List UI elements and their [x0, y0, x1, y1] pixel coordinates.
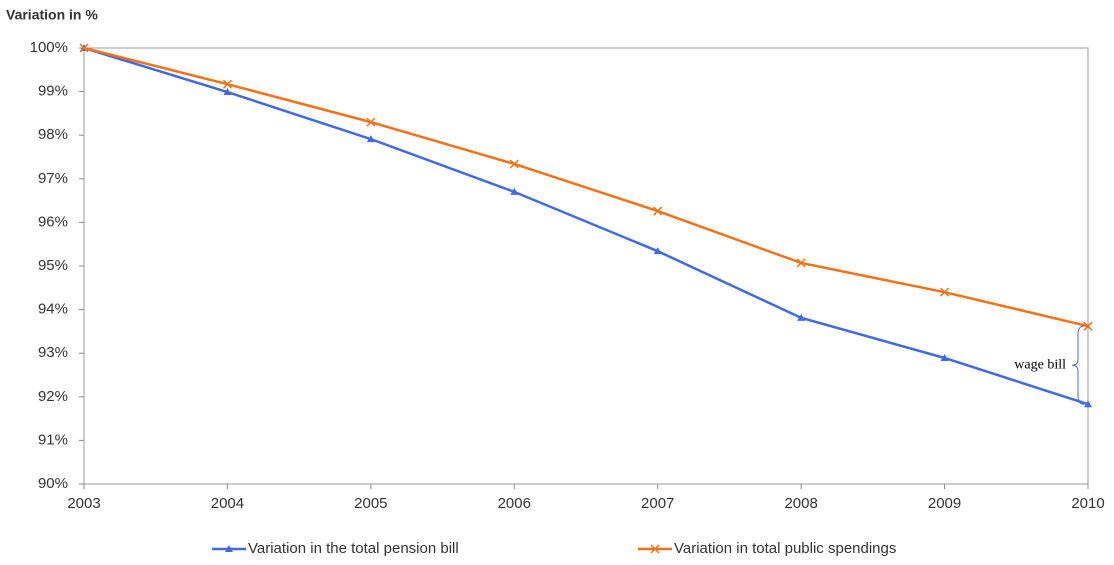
marker	[940, 353, 949, 361]
y-tick-label: 97%	[38, 170, 68, 187]
y-tick-label: 91%	[38, 431, 68, 448]
marker	[653, 206, 663, 216]
legend-label: Variation in total public spendings	[674, 540, 896, 557]
y-tick-label: 98%	[38, 126, 68, 143]
x-tick-label: 2009	[928, 495, 961, 512]
x-tick-label: 2004	[211, 495, 244, 512]
y-tick-label: 90%	[38, 475, 68, 492]
x-tick-label: 2007	[641, 495, 674, 512]
marker	[653, 247, 662, 255]
marker	[366, 135, 375, 143]
legend-marker	[225, 545, 233, 552]
marker	[796, 258, 806, 268]
x-tick-label: 2010	[1071, 495, 1104, 512]
marker	[79, 43, 89, 53]
marker	[797, 313, 806, 321]
x-tick-label: 2003	[67, 495, 100, 512]
marker	[1083, 321, 1093, 331]
y-tick-label: 93%	[38, 344, 68, 361]
plot-area	[83, 47, 1089, 485]
marker	[222, 79, 232, 89]
y-axis-label: Variation in %	[6, 7, 98, 23]
marker	[510, 187, 519, 195]
x-tick-label: 2005	[354, 495, 387, 512]
legend-label: Variation in the total pension bill	[248, 540, 459, 557]
x-tick-label: 2006	[498, 495, 531, 512]
marker	[509, 159, 519, 169]
marker	[366, 117, 376, 127]
brace	[1071, 325, 1085, 405]
y-tick-label: 96%	[38, 213, 68, 230]
x-tick-label: 2008	[784, 495, 817, 512]
marker	[940, 287, 950, 297]
marker	[223, 88, 232, 96]
legend-marker	[650, 544, 660, 554]
annotation: wage bill	[1014, 357, 1066, 372]
series-line	[83, 46, 1089, 406]
y-tick-label: 100%	[30, 39, 68, 56]
marker	[1084, 400, 1092, 408]
y-tick-label: 95%	[38, 257, 68, 274]
y-tick-label: 94%	[38, 301, 68, 318]
y-tick-label: 92%	[38, 388, 68, 405]
y-tick-label: 99%	[38, 83, 68, 100]
series-line	[83, 46, 1089, 328]
